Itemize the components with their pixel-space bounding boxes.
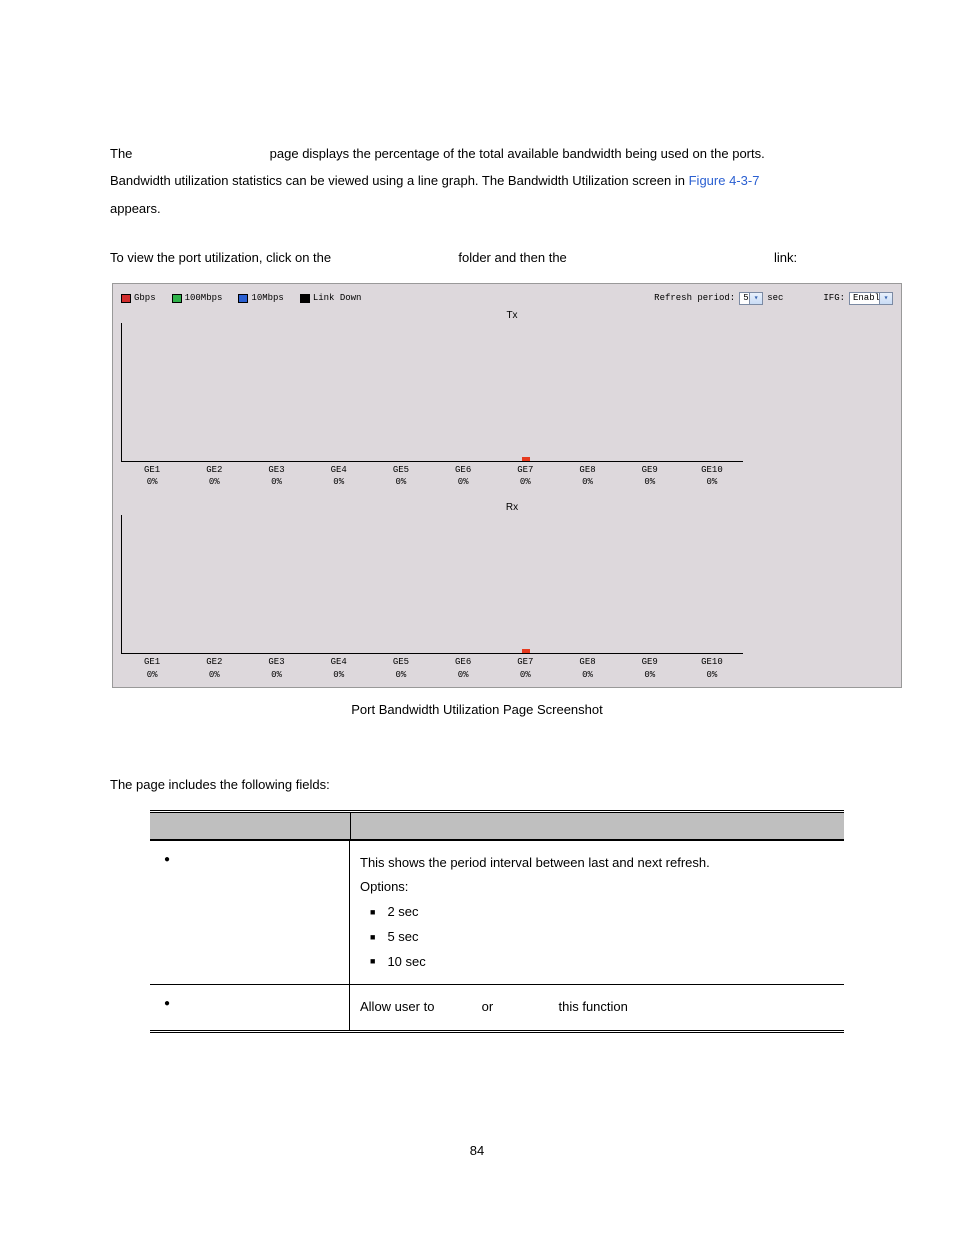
port-label: GE50%	[370, 464, 432, 488]
port-label: GE40%	[308, 656, 370, 680]
bandwidth-screenshot: Gbps 100Mbps 10Mbps Link Down Refresh pe…	[112, 283, 902, 688]
legend-item: 10Mbps	[238, 293, 283, 303]
square-bullet-icon: ■	[370, 929, 375, 946]
legend: Gbps 100Mbps 10Mbps Link Down	[121, 293, 361, 303]
port-label: GE40%	[308, 464, 370, 488]
nav-hint-text: folder and then the	[458, 250, 566, 265]
table-row: ● Allow user to or this function	[150, 984, 844, 1030]
intro-text: page displays the percentage of the tota…	[270, 146, 765, 161]
rx-chart: Rx GE10%GE20%GE30%GE40%GE50%GE60%GE70%GE…	[121, 502, 893, 680]
chevron-down-icon: ▾	[879, 293, 892, 304]
port-label: GE80%	[556, 464, 618, 488]
tx-port-row: GE10%GE20%GE30%GE40%GE50%GE60%GE70%GE80%…	[121, 464, 743, 488]
legend-label: Link Down	[313, 293, 362, 303]
port-label: GE20%	[183, 464, 245, 488]
port-label: GE80%	[556, 656, 618, 680]
table-row: ● This shows the period interval between…	[150, 840, 844, 984]
refresh-label: Refresh period:	[654, 293, 735, 303]
row2-text: or	[482, 999, 494, 1014]
intro-text: Bandwidth utilization statistics can be …	[110, 173, 685, 188]
rx-port-row: GE10%GE20%GE30%GE40%GE50%GE60%GE70%GE80%…	[121, 656, 743, 680]
tx-title: Tx	[121, 310, 893, 321]
tx-chart-area	[121, 323, 743, 462]
nav-hint-text: link:	[774, 250, 797, 265]
port-label: GE30%	[245, 464, 307, 488]
option-value: 10 sec	[387, 950, 425, 975]
legend-item: Gbps	[121, 293, 156, 303]
legend-label: 100Mbps	[185, 293, 223, 303]
nav-hint-text: To view the port utilization, click on t…	[110, 250, 331, 265]
square-bullet-icon: ■	[370, 953, 375, 970]
port-label: GE90%	[619, 464, 681, 488]
legend-swatch-linkdown	[300, 294, 310, 303]
row1-desc: This shows the period interval between l…	[360, 855, 710, 870]
port-label: GE10%	[121, 656, 183, 680]
row1-options-label: Options:	[360, 879, 408, 894]
table-header	[150, 813, 844, 840]
nav-hint: To view the port utilization, click on t…	[50, 244, 904, 271]
ifg-select[interactable]: Enable ▾	[849, 292, 893, 305]
row2-text: this function	[558, 999, 627, 1014]
bullet-icon: ●	[164, 851, 170, 869]
port-label: GE90%	[619, 656, 681, 680]
rx-title: Rx	[121, 502, 893, 513]
tx-chart: Tx GE10%GE20%GE30%GE40%GE50%GE60%GE70%GE…	[121, 310, 893, 488]
port-label: GE70%	[494, 656, 556, 680]
legend-swatch-10m	[238, 294, 248, 303]
legend-swatch-100m	[172, 294, 182, 303]
port-label: GE60%	[432, 656, 494, 680]
option-value: 5 sec	[387, 925, 418, 950]
port-label: GE100%	[681, 656, 743, 680]
rx-chart-area	[121, 515, 743, 654]
figure-link[interactable]: Figure 4-3-7	[689, 173, 760, 188]
port-label: GE20%	[183, 656, 245, 680]
ifg-control: IFG: Enable ▾	[823, 292, 893, 305]
port-label: GE30%	[245, 656, 307, 680]
chevron-down-icon: ▾	[749, 293, 762, 304]
rx-indicator	[522, 649, 530, 653]
legend-label: 10Mbps	[251, 293, 283, 303]
legend-item: 100Mbps	[172, 293, 223, 303]
row2-text: Allow user to	[360, 999, 434, 1014]
fields-table: ● This shows the period interval between…	[150, 810, 844, 1033]
port-label: GE70%	[494, 464, 556, 488]
intro-text: The	[110, 146, 132, 161]
legend-label: Gbps	[134, 293, 156, 303]
port-label: GE10%	[121, 464, 183, 488]
intro-paragraph: The page displays the percentage of the …	[50, 140, 904, 222]
screenshot-caption: Port Bandwidth Utilization Page Screensh…	[50, 702, 904, 717]
refresh-select[interactable]: 5 ▾	[739, 292, 763, 305]
legend-item: Link Down	[300, 293, 362, 303]
refresh-control: Refresh period: 5 ▾ sec	[654, 292, 783, 305]
ifg-label: IFG:	[823, 293, 845, 303]
page-number: 84	[50, 1143, 904, 1158]
bullet-icon: ●	[164, 995, 170, 1013]
tx-indicator	[522, 457, 530, 461]
refresh-unit: sec	[767, 293, 783, 303]
legend-swatch-gbps	[121, 294, 131, 303]
refresh-value: 5	[743, 293, 748, 303]
port-label: GE60%	[432, 464, 494, 488]
square-bullet-icon: ■	[370, 904, 375, 921]
port-label: GE50%	[370, 656, 432, 680]
port-label: GE100%	[681, 464, 743, 488]
intro-text: appears.	[110, 201, 161, 216]
option-value: 2 sec	[387, 900, 418, 925]
fields-intro: The page includes the following fields:	[50, 777, 904, 792]
